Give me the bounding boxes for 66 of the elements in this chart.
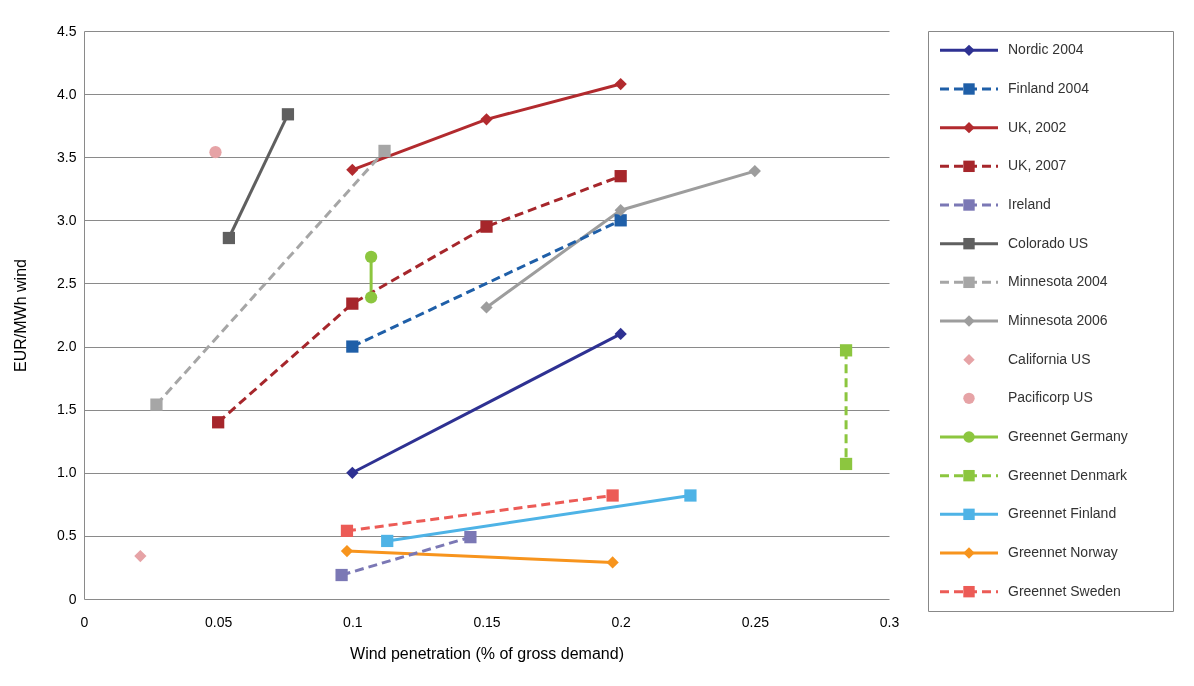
y-tick-label: 1.0	[57, 464, 77, 481]
y-tick-label: 2.0	[57, 338, 77, 355]
point	[614, 204, 627, 217]
point	[614, 170, 627, 183]
x-tick-label: 0.2	[611, 613, 632, 630]
point	[346, 466, 359, 479]
y-tick-label: 3.0	[57, 211, 77, 228]
y-tick-label: 1.5	[57, 401, 77, 418]
point	[346, 297, 359, 310]
legend-label: UK, 2007	[1008, 157, 1067, 174]
legend-label: Finland 2004	[1008, 80, 1090, 96]
x-tick-label: 0.1	[343, 613, 363, 630]
point	[606, 556, 619, 569]
legend-label: Greennet Germany	[1008, 428, 1128, 444]
legend-label: Minnesota 2004	[1008, 273, 1108, 290]
point	[480, 301, 493, 314]
point	[281, 108, 295, 121]
point	[346, 340, 359, 353]
y-tick-label: 2.5	[57, 274, 77, 291]
point	[381, 534, 394, 548]
point	[209, 146, 222, 159]
legend-label: Greennet Denmark	[1008, 466, 1129, 483]
y-tick-label: 0	[68, 590, 77, 607]
point	[606, 489, 619, 502]
y-tick-label: 0.5	[57, 527, 77, 544]
legend-label: Pacificorp US	[1008, 389, 1093, 406]
x-tick-label: 0.3	[879, 613, 900, 630]
legend-label: Ireland	[1008, 196, 1051, 212]
y-tick-label: 3.5	[57, 148, 77, 165]
point	[684, 489, 697, 502]
legend-label: Greennet Sweden	[1008, 582, 1121, 599]
point	[222, 231, 236, 245]
x-tick-label: 0.25	[741, 613, 770, 630]
legend-label: Minnesota 2006	[1008, 312, 1108, 328]
point	[480, 220, 493, 233]
legend-label: Greennet Finland	[1008, 505, 1117, 522]
point	[340, 524, 354, 537]
x-axis-title: Wind penetration (% of gross demand)	[350, 644, 624, 662]
legend-label: Colorado US	[1008, 234, 1089, 251]
point	[839, 457, 853, 471]
point	[748, 164, 761, 178]
point	[364, 250, 378, 264]
legend-label: California US	[1008, 350, 1091, 367]
point	[335, 568, 348, 582]
point	[346, 163, 359, 176]
x-tick-label: 0	[80, 613, 89, 630]
point	[134, 549, 147, 563]
x-tick-label: 0.05	[205, 613, 233, 630]
point	[464, 531, 477, 544]
point	[614, 214, 627, 227]
legend-label: Greennet Norway	[1008, 544, 1118, 560]
y-axis-title: EUR/MWh wind	[12, 259, 30, 372]
point	[340, 544, 354, 558]
x-tick-label: 0.15	[473, 613, 501, 630]
point	[378, 144, 391, 158]
point	[480, 113, 493, 126]
legend-label: UK, 2002	[1008, 118, 1067, 135]
y-tick-label: 4.0	[57, 85, 77, 102]
point	[614, 77, 627, 91]
legend-label: Nordic 2004	[1008, 41, 1084, 58]
point	[614, 327, 627, 341]
point	[839, 344, 853, 357]
point	[212, 416, 225, 429]
y-tick-label: 4.5	[57, 22, 77, 39]
point	[150, 398, 163, 411]
point	[364, 291, 378, 304]
